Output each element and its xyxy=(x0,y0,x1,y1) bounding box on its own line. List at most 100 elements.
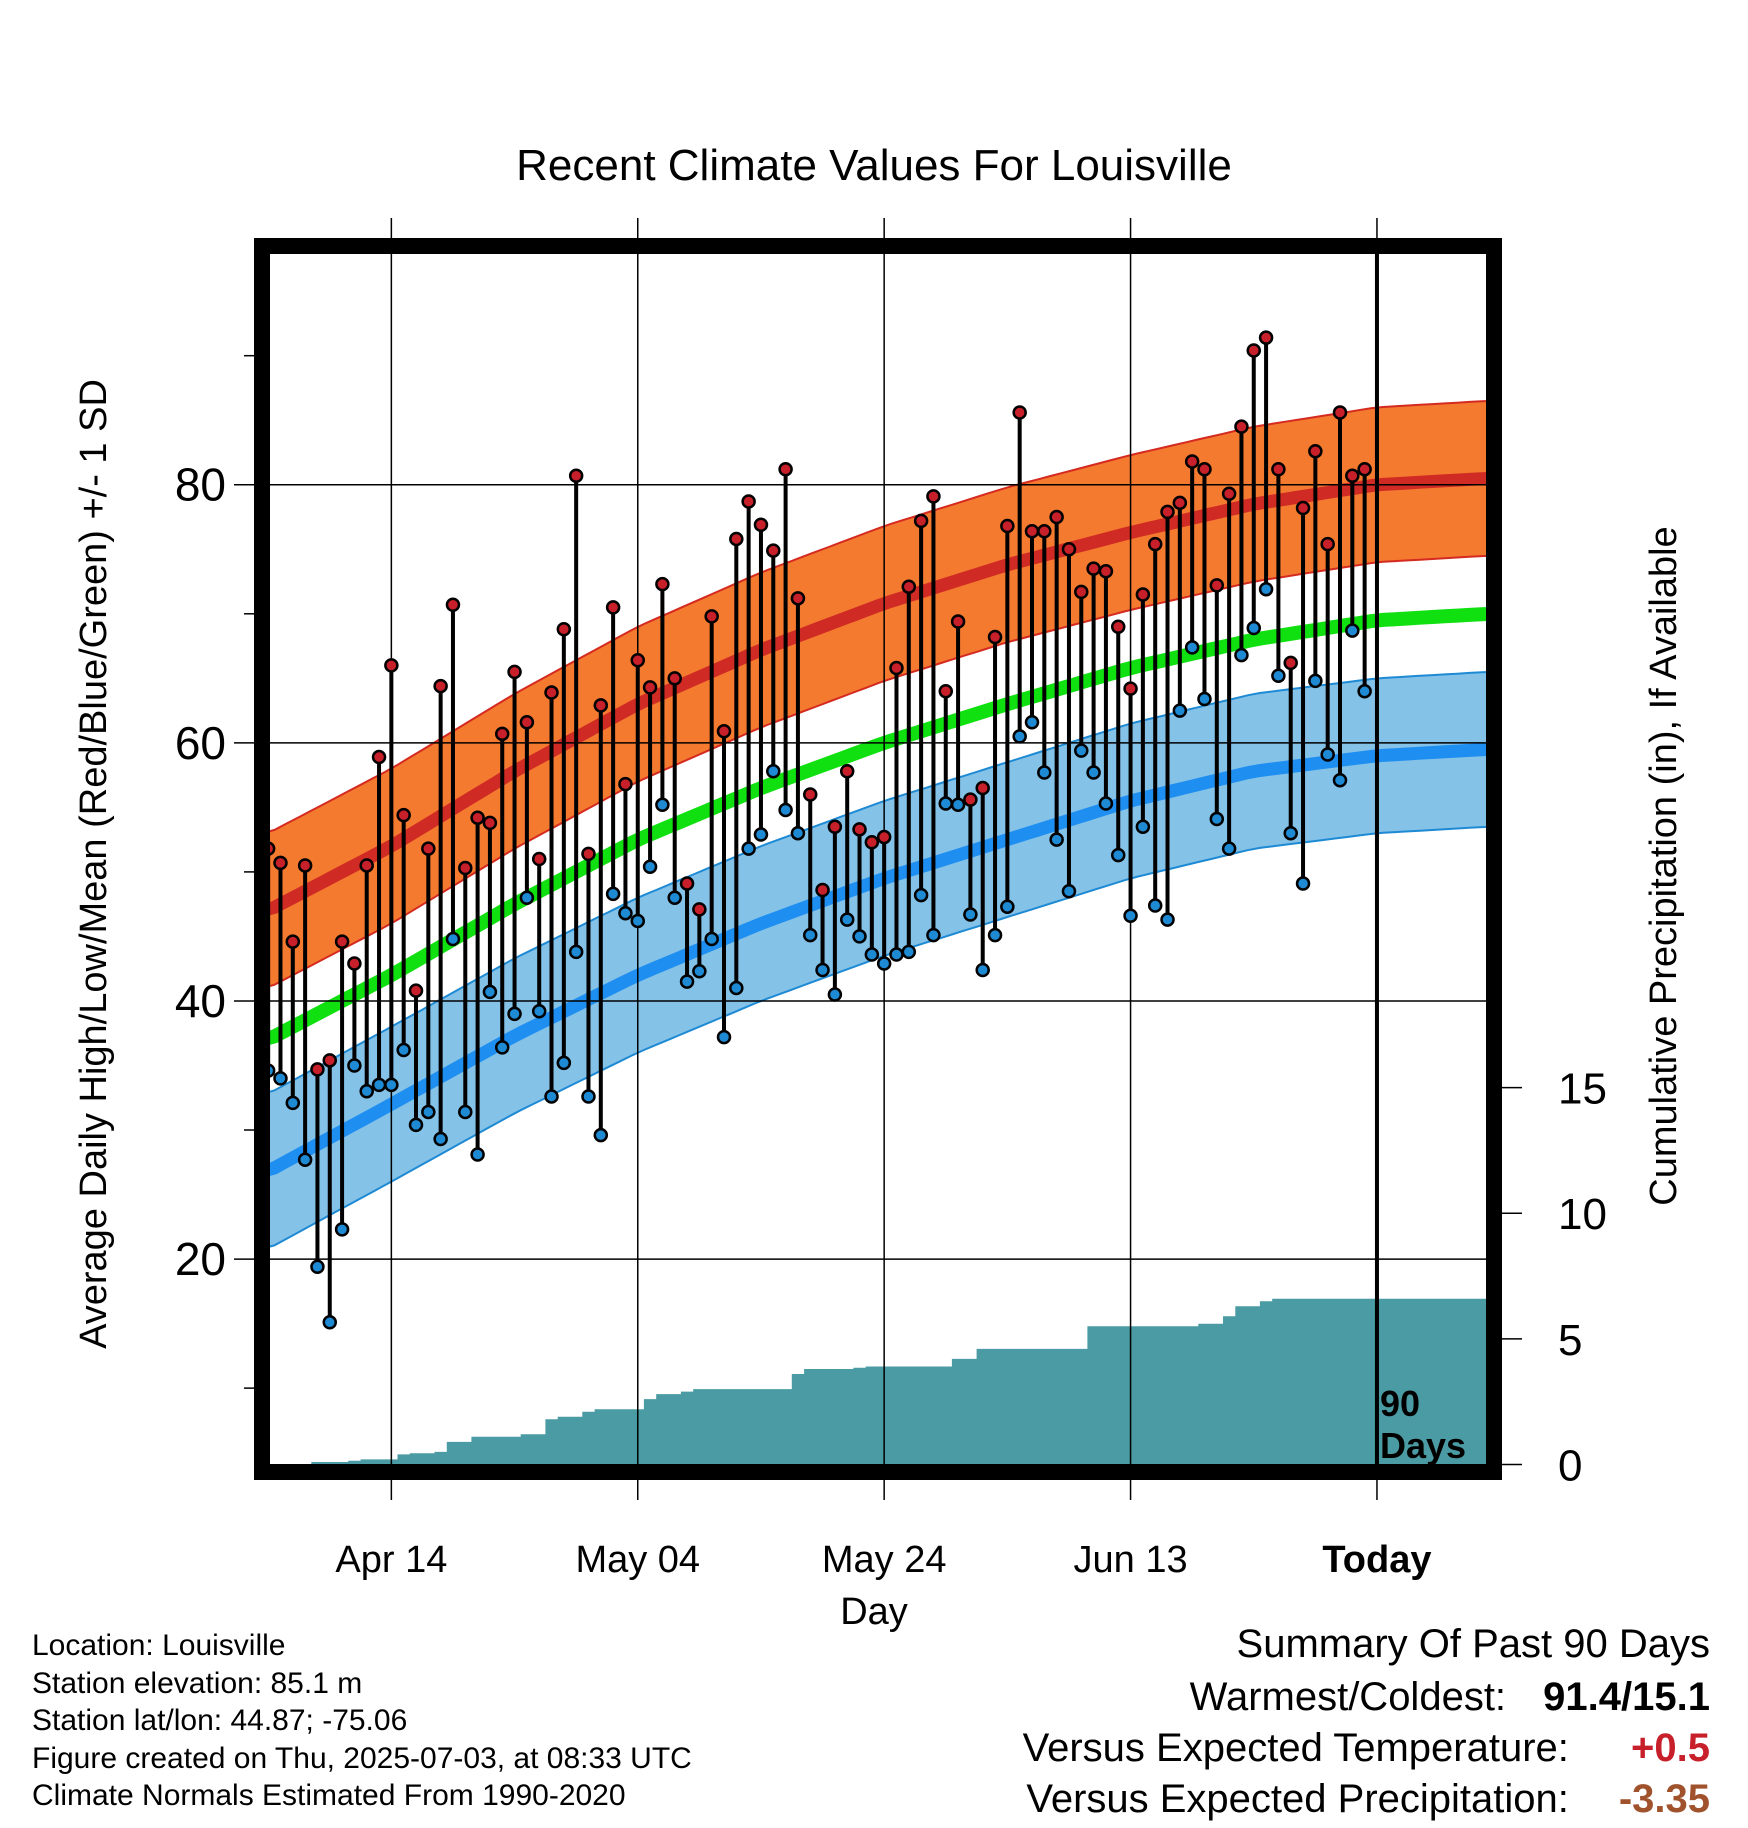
daily-low-point xyxy=(605,886,621,902)
daily-low-point xyxy=(876,956,892,971)
daily-high-point xyxy=(852,822,867,837)
daily-low-point xyxy=(371,1077,387,1093)
daily-high-point xyxy=(1098,563,1114,579)
daily-low-point xyxy=(1184,640,1200,655)
daily-low-point xyxy=(334,1222,350,1237)
temp-anomaly-label: Versus Expected Temperature: xyxy=(1022,1726,1569,1770)
daily-high-point xyxy=(778,462,793,477)
daily-low-point xyxy=(667,890,682,905)
y2-tick-label: 10 xyxy=(1558,1190,1607,1239)
y2-tick-label: 5 xyxy=(1558,1316,1582,1365)
daily-high-point xyxy=(1209,578,1225,593)
daily-high-point xyxy=(1024,523,1040,539)
high-band-upper-edge xyxy=(262,399,1494,835)
daily-high-point xyxy=(310,1062,325,1077)
precip-area xyxy=(262,1298,1494,1465)
plot-area xyxy=(262,246,1494,1472)
daily-high-point xyxy=(1258,330,1274,345)
daily-high-point xyxy=(864,834,880,850)
daily-low-point xyxy=(655,797,670,813)
daily-low-point xyxy=(1345,623,1360,638)
daily-low-point xyxy=(1234,647,1249,663)
daily-high-point xyxy=(1246,343,1262,358)
daily-low-point xyxy=(568,944,584,960)
today-label-number: 90 xyxy=(1380,1383,1420,1424)
daily-low-point xyxy=(1197,691,1212,707)
daily-high-point xyxy=(1061,542,1077,557)
daily-high-point xyxy=(1221,486,1237,502)
daily-high-point xyxy=(1357,462,1372,477)
daily-high-point xyxy=(1123,681,1138,696)
daily-high-point xyxy=(322,1053,338,1068)
daily-high-point xyxy=(1184,454,1200,469)
today-label-days: Days xyxy=(1380,1425,1466,1466)
daily-low-point xyxy=(642,859,658,874)
y-tick-label: 20 xyxy=(175,1233,226,1285)
daily-low-point xyxy=(716,1029,732,1045)
daily-high-point xyxy=(1110,619,1126,634)
daily-high-point xyxy=(605,600,621,615)
daily-low-point xyxy=(1332,773,1348,788)
daily-low-point xyxy=(384,1077,399,1093)
daily-high-point xyxy=(458,860,473,876)
daily-high-point xyxy=(396,807,411,823)
x-tick-label: May 24 xyxy=(822,1539,947,1581)
y2-axis-label: Cumulative Precipitation (in), If Availa… xyxy=(1643,526,1685,1205)
daily-low-point xyxy=(839,912,855,927)
daily-low-point xyxy=(556,1055,572,1071)
daily-low-point xyxy=(1172,703,1188,718)
daily-low-point xyxy=(297,1152,313,1167)
daily-high-point xyxy=(1135,587,1151,602)
daily-low-point xyxy=(963,907,978,922)
daily-high-point xyxy=(445,597,461,613)
low-normal-line xyxy=(262,742,1494,1178)
daily-low-point xyxy=(1098,796,1114,811)
daily-high-point xyxy=(593,698,609,713)
daily-high-point xyxy=(334,934,350,949)
daily-high-point xyxy=(273,855,288,871)
x-tick-label: May 04 xyxy=(575,1539,700,1581)
daily-low-point xyxy=(1147,898,1163,913)
daily-high-point xyxy=(1295,500,1311,516)
high-band-lower-edge xyxy=(262,554,1494,990)
daily-high-point xyxy=(827,819,843,834)
daily-low-point xyxy=(790,825,806,841)
daily-high-point xyxy=(1000,518,1015,534)
x-tick-label: Today xyxy=(1322,1539,1431,1581)
daily-high-point xyxy=(433,678,448,694)
y-tick-label: 60 xyxy=(175,717,226,769)
temp-anomaly-value: +0.5 xyxy=(1631,1726,1710,1770)
daily-low-point xyxy=(913,887,929,903)
daily-high-point xyxy=(384,658,399,673)
daily-high-point xyxy=(667,671,682,686)
daily-high-point xyxy=(1197,462,1212,477)
daily-low-point xyxy=(421,1104,436,1120)
daily-low-point xyxy=(470,1147,485,1162)
daily-low-point xyxy=(618,905,633,921)
daily-low-point xyxy=(285,1095,301,1111)
daily-high-point xyxy=(1086,561,1101,576)
daily-high-point xyxy=(630,653,646,668)
daily-high-point xyxy=(531,851,547,867)
daily-low-point xyxy=(519,890,535,905)
daily-high-point xyxy=(568,468,584,483)
daily-low-point xyxy=(482,984,498,1000)
daily-low-point xyxy=(1209,811,1225,827)
daily-low-point xyxy=(433,1131,448,1147)
daily-low-point xyxy=(766,763,781,779)
summary-title: Summary Of Past 90 Days xyxy=(1236,1622,1710,1666)
daily-high-point xyxy=(729,531,744,547)
daily-high-point xyxy=(1332,405,1348,420)
station-metadata: Location: Louisville Station elevation: … xyxy=(32,1627,692,1815)
summary-precip-row: Versus Expected Precipitation: -3.35 xyxy=(1026,1777,1710,1822)
daily-low-point xyxy=(1037,765,1052,780)
y-tick-label: 80 xyxy=(175,459,226,511)
summary-temp-row: Versus Expected Temperature: +0.5 xyxy=(1023,1726,1710,1771)
daily-low-point xyxy=(852,929,867,944)
daily-low-point xyxy=(1024,714,1040,730)
daily-high-point xyxy=(1037,523,1052,539)
normals-text: Climate Normals Estimated From 1990-2020 xyxy=(32,1779,626,1812)
daily-low-point xyxy=(359,1084,374,1099)
daily-high-point xyxy=(987,629,1003,645)
warmest-coldest-label: Warmest/Coldest: xyxy=(1189,1675,1507,1719)
